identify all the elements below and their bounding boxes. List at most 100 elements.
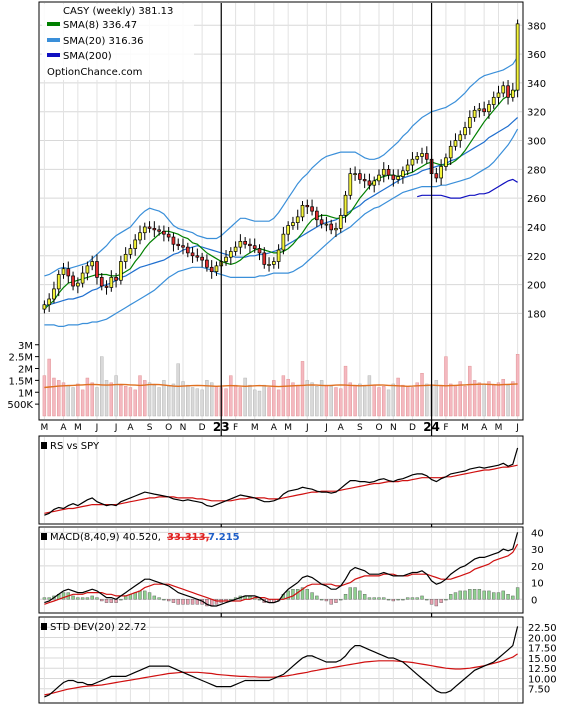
legend-swatch-sma20 [47,38,60,42]
stddev-title: STD DEV(20) 22.72 [50,622,147,633]
macd-histogram-bar [95,597,99,600]
candle-up [377,174,381,182]
month-label: A [338,423,345,433]
macd-histogram-bar [90,595,94,600]
volume-bar [42,375,47,417]
macd-histogram-bar [434,599,439,607]
stddev-grid [40,618,522,702]
macd-histogram-bar [425,599,429,601]
macd-histogram-bar [291,589,295,600]
macd-lines [44,532,519,607]
volume-bar [229,375,233,417]
macd-histogram-bar [506,594,510,600]
candle-down [200,256,204,261]
volume-bar [358,383,362,417]
macd-histogram-bar [453,592,458,600]
volume-bar [329,386,333,417]
volume-bar [109,382,113,417]
candle-up [463,127,467,136]
macd-histogram-bar [492,592,496,600]
stddev-tick-label: 12.50 [528,664,557,675]
candle-down [362,179,367,182]
candle-up [458,134,463,141]
chart-title: CASY (weekly) 381.13 [63,6,173,17]
macd-signal-line [44,543,519,605]
macd-histogram-bar [487,590,491,600]
legend-sma200: SMA(200) [63,51,112,62]
month-label: A [481,423,488,433]
legend-sma20: SMA(20) 316.36 [63,36,144,47]
volume-bar [143,380,147,417]
volume-bar [138,375,142,417]
candle-down [71,275,75,287]
candle-up [133,239,138,249]
volume-bar [396,377,400,417]
candle-up [381,168,386,176]
candle-down [104,285,109,288]
candle-down [190,252,195,257]
volume-bar [76,383,80,417]
macd-histogram-bar [138,590,142,600]
macd-histogram-bar [501,590,505,600]
macd-histogram-bar [71,595,75,600]
macd-histogram-bar [420,595,424,600]
candle-up [76,282,80,287]
volume-average-line [44,383,518,389]
candle-down [243,241,247,245]
macd-histogram-bar [362,594,367,600]
volume-bar [477,382,482,417]
volume-bar [391,383,396,417]
volume-bar [496,382,501,417]
rs-panel: RS vs SPY [38,435,524,525]
macd-histogram-bar [515,587,520,600]
macd-histogram-bar [286,590,290,600]
candle-up [491,96,496,105]
macd-histogram-bar [305,589,309,600]
macd-signal-label: 33.313, [167,532,209,543]
sma8-line [43,88,519,310]
month-label: M [74,423,82,433]
volume-bar [453,384,458,417]
volume-bar [353,384,357,417]
macd-histogram-bar [429,599,434,605]
candle-up [85,265,90,274]
volume-bar [52,377,56,417]
volume-bar [415,382,419,417]
volume-bar [85,377,90,417]
month-label: D [409,423,416,433]
macd-histogram-bar [439,599,443,603]
volume-bar [310,382,314,417]
price-tick-label: 280 [527,165,546,176]
price-tick-label: 300 [527,137,546,148]
macd-histogram-bar [477,589,482,600]
macd-histogram-bar [405,597,410,600]
volume-bar [515,354,520,417]
month-label: M [284,423,292,433]
macd-histogram-bar [444,599,448,601]
macd-histogram-bar [296,589,300,600]
volume-bar [195,388,200,417]
candle-up [123,253,128,262]
volume-bar [147,382,152,417]
sma200-line [417,178,518,199]
macd-histogram-bar [42,597,47,600]
volume-bar [157,387,161,417]
volume-bar [449,383,453,417]
volume-bar [367,375,372,417]
macd-tick-label: 30 [531,545,544,556]
volume-bar [71,387,75,417]
volume-bar [334,387,338,417]
candle-up [56,274,61,290]
candle-up [348,173,353,196]
volume-tick-label: 500K [7,400,33,411]
stddev-tick-label: 15.00 [528,654,557,665]
macd-histogram-bar [415,597,419,600]
candle-down [329,223,334,231]
macd-histogram-bar [386,599,391,601]
candle-up [353,173,357,176]
rs-frame [38,435,524,525]
month-label: J [95,423,99,433]
candle-up [515,23,520,91]
macd-histogram-bar [162,599,166,601]
